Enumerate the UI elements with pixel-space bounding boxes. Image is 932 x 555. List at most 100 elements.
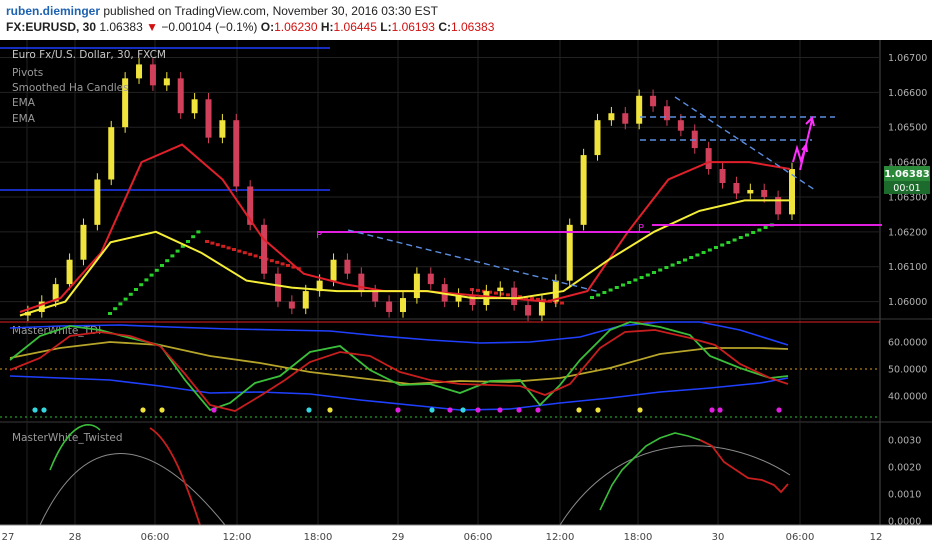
candle-body[interactable] — [288, 301, 295, 309]
candle-body[interactable] — [177, 78, 184, 114]
candle-body[interactable] — [122, 78, 129, 128]
ha-red-dot — [542, 298, 546, 302]
twisted-grey-curve-1 — [39, 453, 226, 526]
twisted-pane[interactable]: MasterWhite_Twisted — [12, 423, 791, 526]
candle-body[interactable] — [775, 196, 782, 215]
tdi-pane[interactable]: MasterWhite_TDI — [0, 321, 880, 418]
pink-arrows[interactable] — [792, 116, 815, 171]
tdi-signal-dot — [447, 407, 453, 413]
candle-body[interactable] — [66, 259, 73, 285]
candle-body[interactable] — [427, 273, 434, 285]
author-link[interactable]: ruben.dieminger — [6, 4, 101, 18]
candle-body[interactable] — [136, 64, 143, 79]
chart-canvas[interactable]: P P Euro Fx/U.S. Dollar, 30, FXCM Pivots… — [0, 40, 932, 550]
ha-green-dot — [676, 261, 681, 264]
blue-horizontal-lines — [0, 47, 330, 191]
low-label: L: — [380, 20, 392, 34]
ha-green-dot — [763, 226, 768, 229]
candle-body[interactable] — [163, 78, 170, 86]
legend-ema-1[interactable]: EMA — [12, 97, 36, 109]
candle-body[interactable] — [497, 287, 504, 292]
candle-body[interactable] — [719, 169, 726, 183]
candle-body[interactable] — [538, 301, 545, 316]
candle-body[interactable] — [761, 189, 768, 197]
pivot-lines[interactable]: P P — [316, 223, 882, 241]
candle-body[interactable] — [274, 273, 281, 302]
symbol-label[interactable]: FX:EURUSD, 30 — [6, 20, 97, 34]
candle-body[interactable] — [650, 95, 657, 107]
candle-body[interactable] — [261, 224, 268, 274]
candle-body[interactable] — [316, 280, 323, 292]
ha-green-dot — [165, 259, 170, 263]
timer-badge — [884, 181, 930, 194]
twisted-green-1 — [49, 423, 101, 471]
ha-green-dot — [707, 248, 712, 252]
candle-body[interactable] — [330, 259, 337, 281]
candle-body[interactable] — [677, 120, 684, 131]
time-axis[interactable]: 27 28 06:00 12:00 18:00 29 06:00 12:00 18:00 30 06… — [0, 524, 932, 550]
ema-yellow-line[interactable] — [19, 199, 790, 317]
candle-body[interactable] — [52, 284, 59, 302]
candle-body[interactable] — [525, 305, 532, 316]
time-tick-label: 12 — [870, 532, 883, 543]
candle-body[interactable] — [149, 64, 156, 86]
ha-green-dot — [732, 238, 737, 242]
candle-body[interactable] — [400, 298, 406, 313]
ha-green-dot — [180, 244, 185, 248]
ha-green-dot — [170, 254, 175, 258]
ha-green-dot — [149, 273, 154, 277]
candle-body[interactable] — [747, 189, 754, 194]
candle-body[interactable] — [108, 127, 115, 180]
legend-ha-candles[interactable]: Smoothed Ha Candles — [12, 82, 129, 94]
candle-body[interactable] — [372, 291, 379, 302]
ha-red-dot — [560, 301, 564, 305]
tdi-tick-label: 40.0000 — [888, 392, 927, 403]
candle-body[interactable] — [580, 155, 587, 225]
candle-body[interactable] — [247, 186, 254, 225]
time-tick-label: 29 — [392, 532, 405, 543]
candle-body[interactable] — [219, 120, 226, 138]
candle-body[interactable] — [622, 113, 629, 124]
tdi-signal-dot — [306, 407, 312, 413]
candle-body[interactable] — [663, 106, 670, 121]
candle-body[interactable] — [705, 148, 712, 170]
twisted-red-1 — [149, 427, 201, 526]
candle-body[interactable] — [413, 273, 420, 299]
candle-body[interactable] — [80, 224, 87, 260]
time-tick-label: 18:00 — [304, 532, 333, 543]
candle-body[interactable] — [455, 294, 462, 302]
candle-body[interactable] — [344, 259, 351, 274]
candle-body[interactable] — [191, 99, 198, 114]
price-axis[interactable] — [880, 40, 932, 550]
chart-area[interactable]: P P Euro Fx/U.S. Dollar, 30, FXCM Pivots… — [0, 40, 932, 550]
tdi-signal-dot — [32, 407, 38, 413]
candle-body[interactable] — [511, 287, 518, 306]
twisted-tick-label: 0.0000 — [888, 517, 921, 528]
candle-body[interactable] — [358, 273, 365, 292]
candle-body[interactable] — [552, 280, 559, 302]
candle-body[interactable] — [469, 294, 476, 306]
candle-body[interactable] — [636, 95, 643, 124]
published-text: published on TradingView.com, November 3… — [100, 4, 439, 18]
time-tick-label: 06:00 — [141, 532, 170, 543]
twisted-tick-label: 0.0030 — [888, 436, 921, 447]
twisted-red-2 — [699, 439, 789, 494]
ha-green-dot — [652, 271, 656, 274]
time-tick-label: 30 — [712, 532, 725, 543]
legend-ema-2[interactable]: EMA — [12, 113, 36, 125]
candle-body[interactable] — [594, 120, 601, 156]
candle-body[interactable] — [566, 224, 573, 281]
trend-lines[interactable] — [347, 96, 835, 293]
candle-body[interactable] — [733, 182, 740, 194]
candle-body[interactable] — [233, 120, 240, 187]
ha-red-dot — [280, 262, 285, 266]
ha-green-dot — [144, 278, 149, 282]
legend-pivots[interactable]: Pivots — [12, 67, 43, 79]
candle-body[interactable] — [302, 291, 309, 309]
candle-body[interactable] — [386, 301, 393, 313]
candle-body[interactable] — [205, 99, 212, 138]
candle-body[interactable] — [38, 301, 45, 313]
candle-body[interactable] — [94, 179, 101, 225]
candle-body[interactable] — [789, 169, 795, 215]
candle-body[interactable] — [608, 113, 615, 121]
